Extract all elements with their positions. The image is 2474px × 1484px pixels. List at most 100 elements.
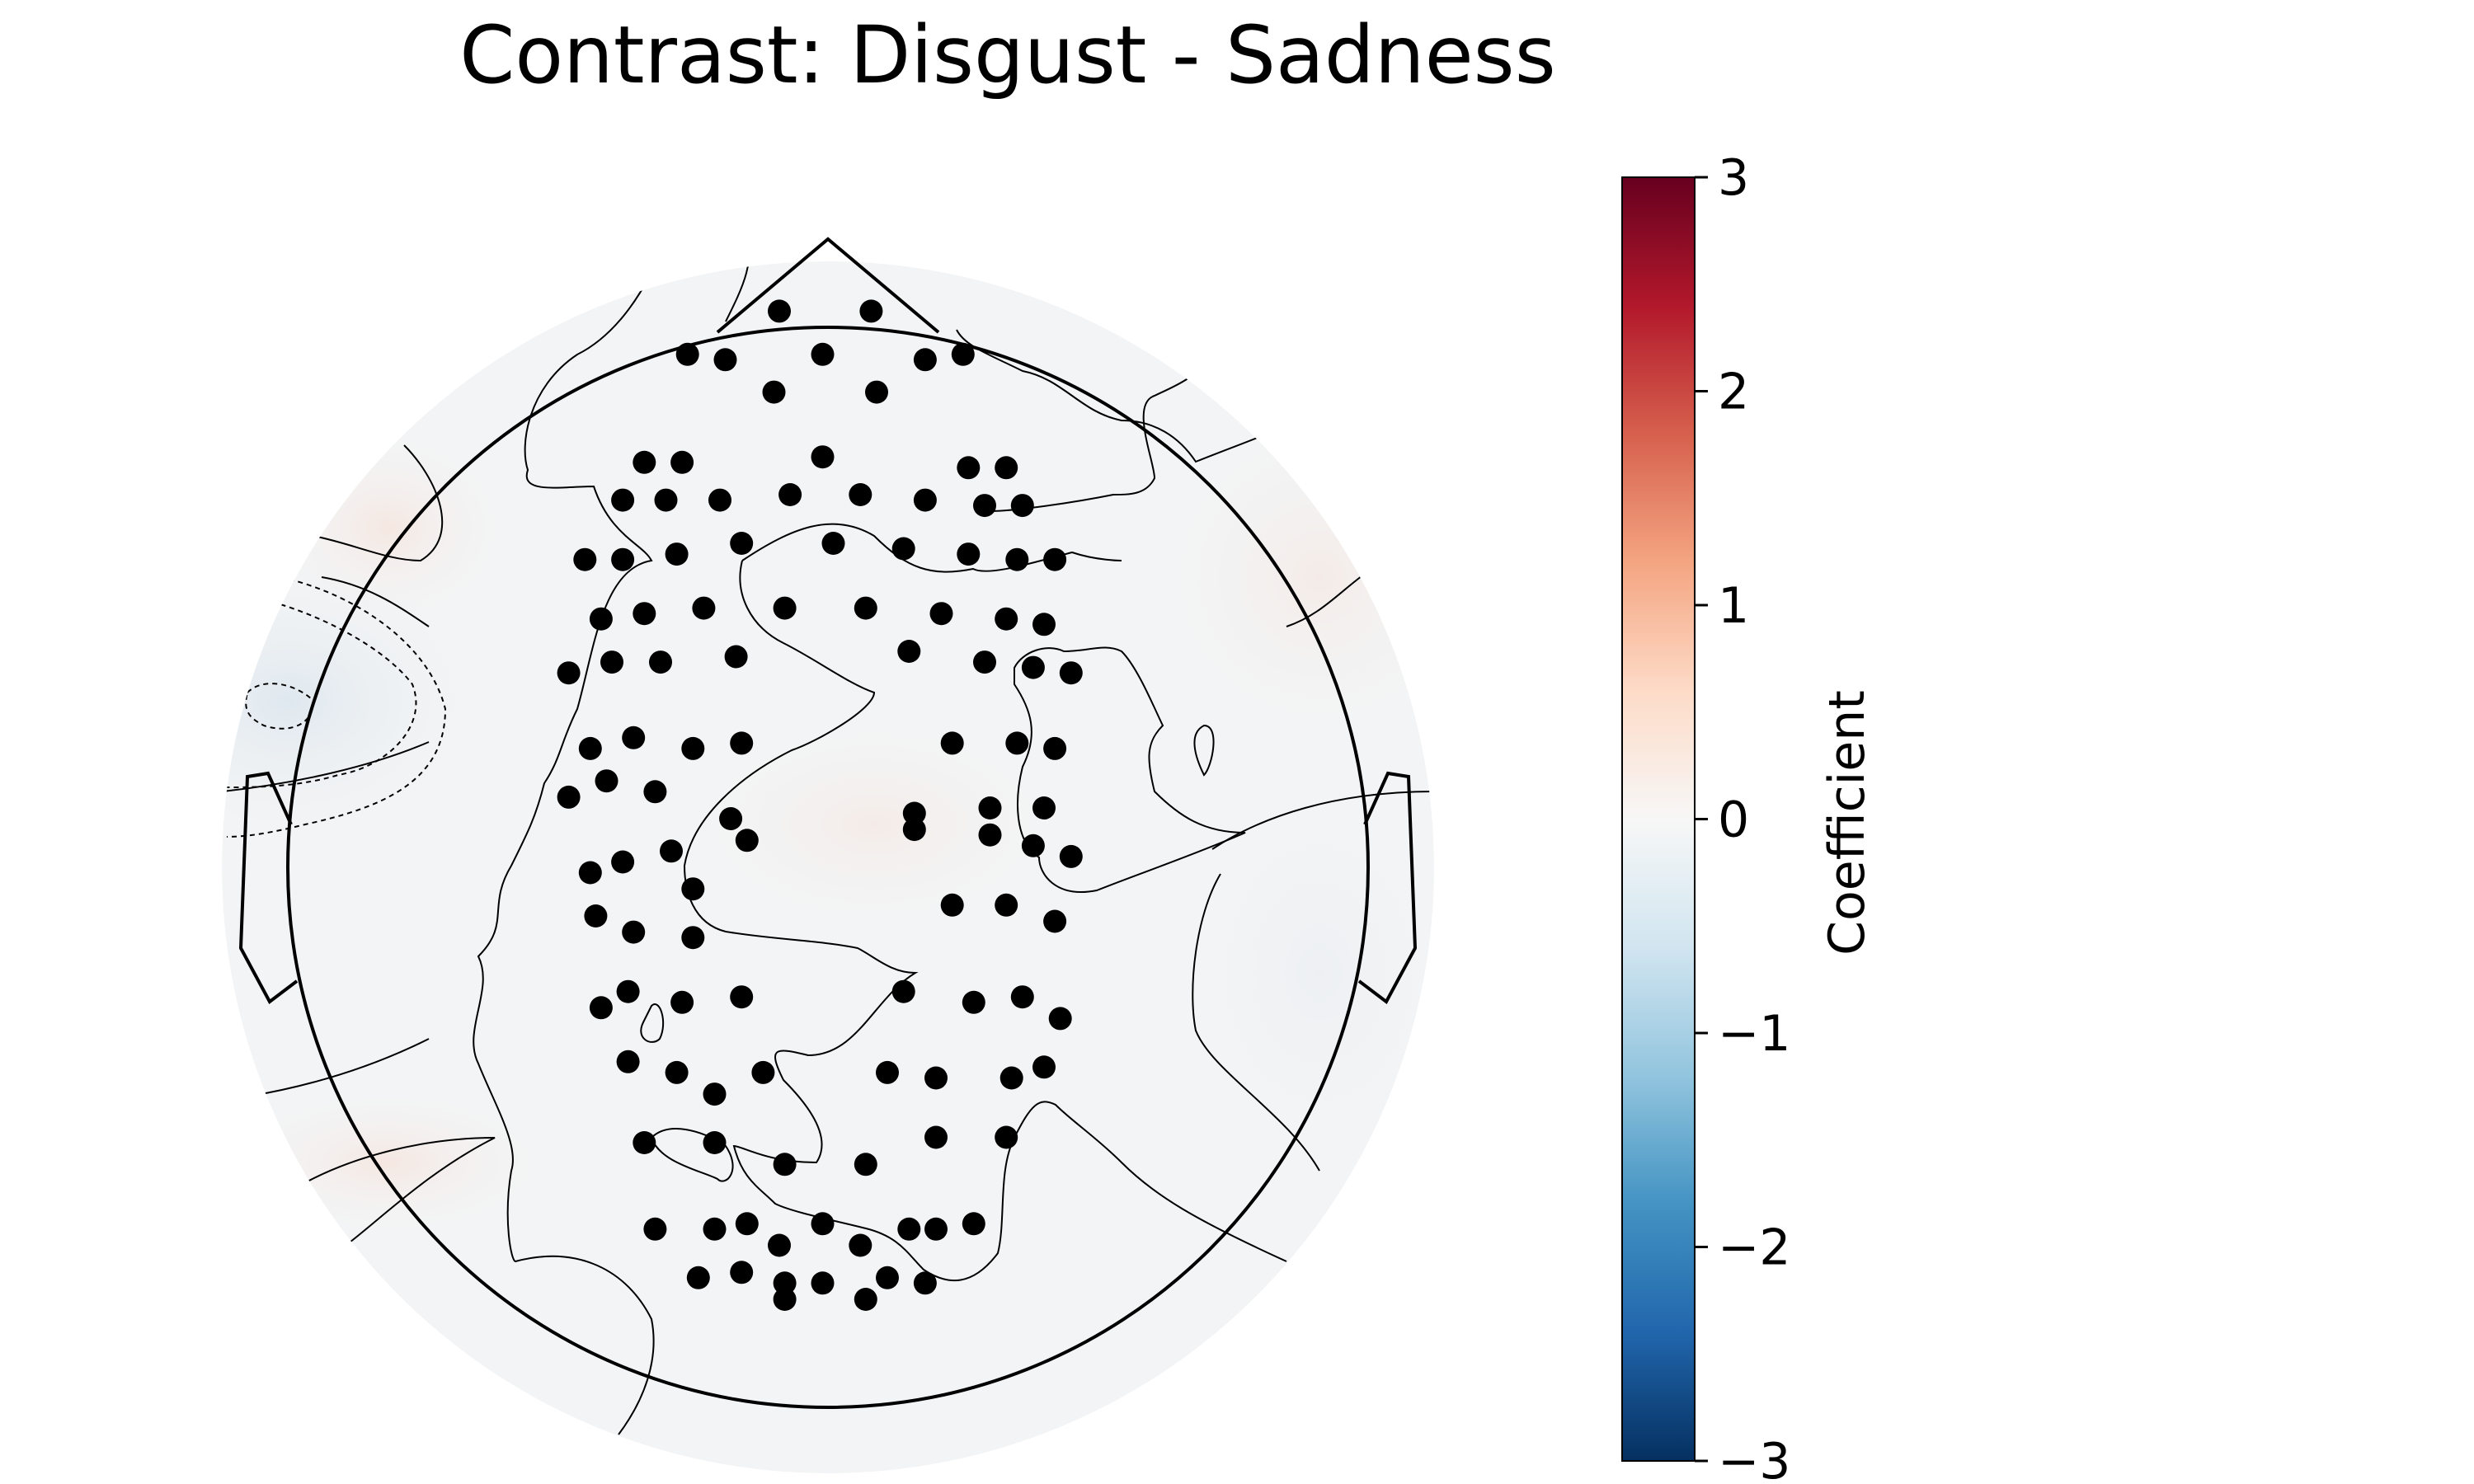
sensor-marker	[924, 1125, 948, 1149]
colorbar-tick-label: 0	[1718, 791, 1749, 849]
sensor-marker	[692, 596, 716, 620]
colorbar-tick-label: −2	[1718, 1219, 1790, 1277]
contour-line	[725, 261, 750, 322]
sensor-marker	[1032, 1055, 1056, 1079]
sensor-marker	[1010, 985, 1034, 1009]
sensor-marker	[557, 661, 581, 685]
head-outline	[238, 237, 1418, 1409]
sensor-marker	[675, 342, 699, 366]
nose-icon	[716, 237, 940, 334]
sensor-marker	[962, 990, 985, 1014]
sensor-marker	[665, 542, 689, 566]
field-blob-right-frontal	[1155, 412, 1434, 742]
sensor-marker	[611, 850, 635, 874]
sensor-marker	[978, 823, 1002, 847]
sensor-marker	[811, 445, 835, 469]
sensor-marker	[762, 380, 786, 404]
sensor-marker	[1021, 834, 1045, 857]
sensor-marker	[999, 1066, 1023, 1090]
sensor-marker	[913, 348, 937, 372]
contour-line	[1104, 263, 1205, 314]
left-ear-icon	[238, 771, 299, 1005]
chart-title: Contrast: Disgust - Sadness	[459, 9, 1555, 101]
sensor-marker	[730, 731, 754, 755]
sensor-marker	[929, 602, 953, 626]
sensor-marker	[854, 596, 877, 620]
sensor-marker	[1032, 796, 1056, 819]
sensor-marker	[768, 299, 791, 323]
sensor-marker	[584, 904, 608, 928]
sensor-marker	[940, 893, 964, 917]
sensor-marker	[1059, 661, 1083, 685]
field-blob-center	[684, 717, 1064, 932]
sensor-marker	[600, 650, 623, 674]
sensor-marker	[730, 1261, 754, 1284]
sensor-marker	[854, 1288, 877, 1311]
sensor-marker	[633, 1131, 656, 1154]
contour-line	[313, 444, 444, 562]
contour-line	[296, 1137, 496, 1246]
topomap-field	[222, 261, 1434, 1473]
colorbar: 3 2 1 0 −1 −2 −3 Coefficient	[1621, 149, 1876, 1484]
sensor-marker	[616, 1050, 640, 1073]
contour-line	[956, 329, 1279, 463]
sensor-marker	[1032, 613, 1056, 636]
sensor-marker	[1005, 547, 1029, 571]
sensor-marker	[616, 979, 640, 1003]
sensor-marker	[708, 488, 731, 512]
contour-line	[473, 270, 655, 1435]
contour-line	[222, 741, 430, 792]
sensor-marker	[703, 1131, 727, 1154]
sensor-marker	[611, 488, 635, 512]
sensor-marker	[681, 926, 705, 950]
sensor-marker	[670, 450, 694, 474]
sensor-marker	[865, 380, 888, 404]
sensor-marker	[713, 348, 737, 372]
sensor-marker	[957, 542, 981, 566]
sensor-marker	[891, 979, 915, 1003]
contour-line	[1192, 873, 1320, 1172]
colorbar-tick-label: 1	[1718, 577, 1749, 635]
contour-line	[640, 1003, 665, 1043]
sensor-marker	[703, 1217, 727, 1241]
sensor-marker	[973, 494, 996, 518]
colorbar-tick-label: −3	[1718, 1433, 1790, 1484]
sensor-marker	[811, 1271, 835, 1295]
sensor-marker	[622, 920, 646, 944]
contour-line	[222, 601, 417, 788]
sensor-marker	[811, 1212, 835, 1236]
sensor-marker	[681, 877, 705, 901]
sensor-marker	[1021, 655, 1045, 679]
sensor-marker	[924, 1066, 948, 1090]
field-blob-right-temporal	[1163, 758, 1434, 1187]
field-blob-left-posterior	[223, 1088, 553, 1237]
sensor-marker	[995, 893, 1018, 917]
sensor-marker	[995, 456, 1018, 480]
sensor-marker	[891, 537, 915, 561]
sensor-marker	[957, 456, 981, 480]
contour-line	[321, 576, 430, 627]
sensor-marker	[897, 640, 921, 663]
colorbar-gradient	[1621, 176, 1696, 1462]
sensor-marker	[1048, 1007, 1072, 1031]
sensor-marker	[573, 547, 597, 571]
sensor-marker	[913, 488, 937, 512]
sensor-marker	[995, 607, 1018, 631]
sensor-marker	[821, 532, 845, 555]
sensor-marker	[1043, 736, 1067, 760]
sensor-marker	[854, 1153, 877, 1176]
contour-line	[989, 354, 1213, 512]
sensor-marker	[751, 1060, 775, 1084]
contour-line	[1193, 724, 1215, 777]
contour-line	[245, 683, 315, 730]
colorbar-tick-label: 2	[1718, 364, 1749, 421]
sensor-marker	[902, 818, 926, 842]
sensor-marker	[665, 1060, 689, 1084]
sensor-marker	[940, 731, 964, 755]
sensor-marker	[773, 1153, 797, 1176]
sensor-marker	[735, 829, 759, 852]
sensor-marker	[1059, 844, 1083, 868]
sensor-marker	[951, 342, 975, 366]
sensor-marker	[849, 1233, 872, 1257]
sensor-marker	[557, 785, 581, 809]
